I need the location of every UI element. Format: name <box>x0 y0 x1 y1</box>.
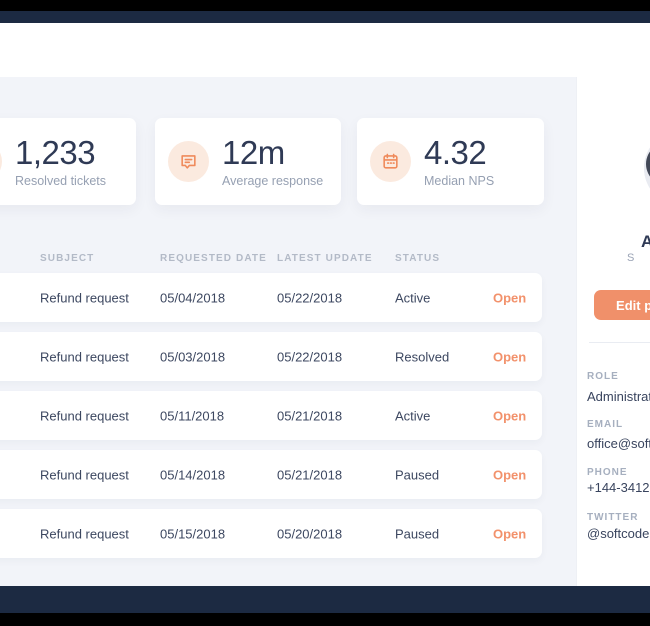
ticket-subject: Refund request <box>40 349 129 364</box>
avatar <box>644 130 650 206</box>
ticket-row: Refund request 05/03/2018 05/22/2018 Res… <box>0 332 542 381</box>
open-ticket-link[interactable]: Open <box>493 526 527 541</box>
stat-value: 1,233 <box>15 133 96 171</box>
twitter-value: @softcode <box>587 526 650 541</box>
stat-text: 4.32 Median NPS <box>424 136 494 188</box>
sidebar-divider <box>589 342 650 343</box>
column-header-subject: SUBJECT <box>40 253 95 264</box>
page-header <box>0 23 650 77</box>
ticket-subject: Refund request <box>40 290 129 305</box>
stat-text: 1,233 Resolved tickets <box>15 136 106 188</box>
ticket-subject: Refund request <box>40 526 129 541</box>
ticket-row: Refund request 05/11/2018 05/21/2018 Act… <box>0 391 542 440</box>
open-ticket-link[interactable]: Open <box>493 349 527 364</box>
ticket-requested-date: 05/11/2018 <box>160 408 225 423</box>
ticket-icon <box>0 141 2 182</box>
ticket-status: Active <box>395 408 431 423</box>
stat-card-median-nps: 4.32 Median NPS <box>357 118 544 205</box>
profile-sidebar <box>576 77 650 586</box>
calendar-icon <box>370 141 411 182</box>
open-ticket-link[interactable]: Open <box>493 408 527 423</box>
open-ticket-link[interactable]: Open <box>493 467 527 482</box>
ticket-requested-date: 05/04/2018 <box>160 290 226 305</box>
ticket-status: Paused <box>395 467 440 482</box>
stat-label: Resolved tickets <box>15 173 107 188</box>
ticket-subject: Refund request <box>40 408 129 423</box>
ticket-latest-update: 05/20/2018 <box>277 526 343 541</box>
email-value: office@softcode.com <box>587 436 650 451</box>
stat-value: 4.32 <box>424 133 487 171</box>
twitter-label: TWITTER <box>587 512 639 523</box>
email-label: EMAIL <box>587 419 624 430</box>
ticket-status: Resolved <box>395 349 450 364</box>
top-nav-bar <box>0 11 650 23</box>
stat-card-resolved-tickets: 1,233 Resolved tickets <box>0 118 136 205</box>
footer-bar <box>0 586 650 613</box>
stat-text: 12m Average response <box>222 136 323 188</box>
phone-value: +144-3412- <box>587 480 650 495</box>
ticket-latest-update: 05/22/2018 <box>277 349 343 364</box>
ticket-latest-update: 05/21/2018 <box>277 408 343 423</box>
column-header-latest-update: LATEST UPDATE <box>277 253 373 264</box>
profile-name: A <box>641 232 650 251</box>
stat-value: 12m <box>222 133 285 171</box>
stat-label: Average response <box>222 173 324 188</box>
ticket-requested-date: 05/03/2018 <box>160 349 226 364</box>
phone-label: PHONE <box>587 467 628 478</box>
ticket-status: Paused <box>395 526 440 541</box>
ticket-row: Refund request 05/04/2018 05/22/2018 Act… <box>0 273 542 322</box>
role-label: ROLE <box>587 371 619 382</box>
ticket-row: Refund request 05/15/2018 05/20/2018 Pau… <box>0 509 542 558</box>
role-value: Administrator <box>587 389 650 404</box>
ticket-latest-update: 05/22/2018 <box>277 290 343 305</box>
stat-card-average-response: 12m Average response <box>155 118 341 205</box>
ticket-status: Active <box>395 290 431 305</box>
ticket-row: Refund request 05/14/2018 05/21/2018 Pau… <box>0 450 542 499</box>
ticket-requested-date: 05/15/2018 <box>160 526 226 541</box>
letterbox-top <box>0 0 650 11</box>
open-ticket-link[interactable]: Open <box>493 290 527 305</box>
column-header-requested-date: REQUESTED DATE <box>160 253 267 264</box>
letterbox-bottom <box>0 613 650 626</box>
ticket-subject: Refund request <box>40 467 129 482</box>
column-header-status: STATUS <box>395 253 441 264</box>
ticket-latest-update: 05/21/2018 <box>277 467 343 482</box>
ticket-requested-date: 05/14/2018 <box>160 467 226 482</box>
edit-profile-button[interactable]: Edit profile <box>594 290 650 320</box>
chat-icon <box>168 141 209 182</box>
stat-label: Median NPS <box>424 173 495 188</box>
profile-subtitle: S <box>627 252 635 264</box>
